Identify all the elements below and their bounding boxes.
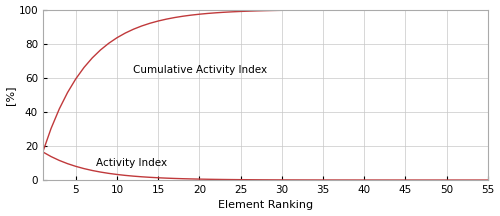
- Y-axis label: [%]: [%]: [6, 85, 16, 105]
- Text: Activity Index: Activity Index: [96, 158, 168, 168]
- Text: Cumulative Activity Index: Cumulative Activity Index: [134, 65, 268, 75]
- X-axis label: Element Ranking: Element Ranking: [218, 200, 313, 210]
